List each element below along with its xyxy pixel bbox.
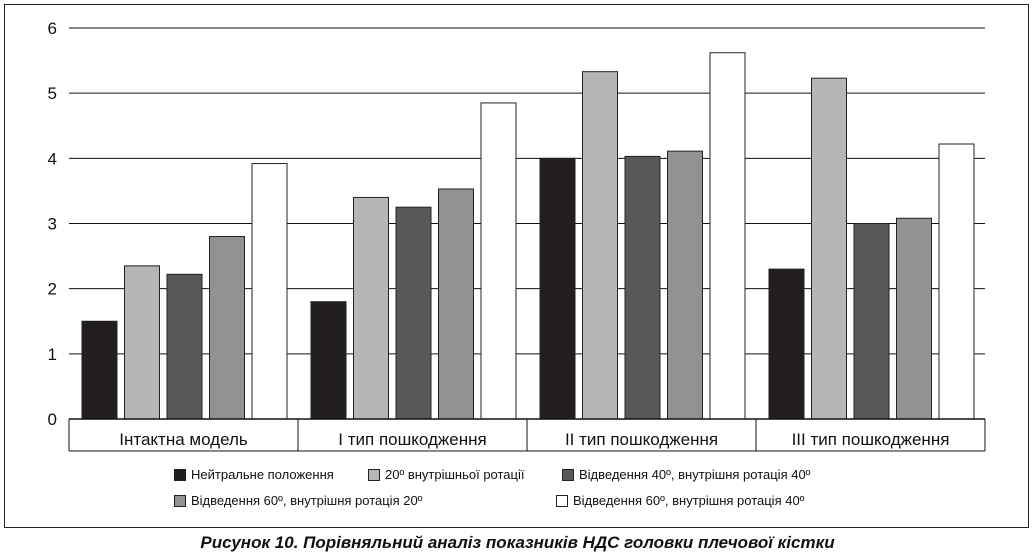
chart-frame — [4, 4, 1029, 528]
legend: Нейтральне положення 20º внутрішньої рот… — [174, 467, 874, 517]
y-tick-label: 2 — [48, 280, 57, 299]
y-tick-label: 4 — [48, 149, 57, 168]
bar — [166, 273, 203, 420]
y-tick-label: 5 — [48, 84, 57, 103]
x-axis: Інтактна модель І тип пошкодження ІІ тип п… — [68, 418, 986, 452]
bar-chart: 0 1 2 3 4 5 6 Інтактна модель І тип пошкодження… — [48, 19, 986, 452]
bar — [768, 268, 805, 420]
x-tick-label: Інтактна модель — [119, 430, 248, 449]
x-tick-label: ІІ тип пошкодження — [565, 430, 718, 449]
legend-swatch — [556, 494, 568, 507]
legend-item-neutral: Нейтральне положення — [174, 467, 334, 482]
x-tick-label: І тип пошкодження — [338, 430, 486, 449]
bar — [853, 223, 890, 420]
legend-swatch — [368, 468, 380, 481]
bar — [709, 52, 746, 420]
bar — [624, 155, 661, 420]
legend-item-abduction-60-rotation-20: Відведення 60º, внутрішня ротація 20º — [174, 493, 422, 508]
bars — [81, 52, 975, 420]
bar — [353, 196, 389, 420]
legend-label: Відведення 60º, внутрішня ротація 40º — [573, 493, 805, 508]
y-tick-label: 6 — [48, 19, 57, 38]
bar — [667, 150, 703, 420]
y-tick-label: 0 — [48, 410, 57, 429]
legend-swatch — [174, 494, 186, 507]
bar — [251, 163, 288, 420]
bar — [539, 157, 576, 420]
bar — [310, 301, 347, 420]
bar — [582, 71, 618, 420]
legend-swatch — [174, 468, 186, 481]
legend-label: Відведення 40º, внутрішня ротація 40º — [579, 467, 811, 482]
bar — [480, 102, 517, 420]
bar — [395, 206, 432, 420]
legend-item-rotation-20: 20º внутрішньої ротації — [368, 467, 524, 482]
legend-label: 20º внутрішньої ротації — [385, 467, 525, 482]
bar — [209, 236, 245, 420]
y-tick-label: 1 — [48, 345, 57, 364]
bar — [938, 143, 975, 420]
legend-label: Відведення 60º, внутрішня ротація 20º — [191, 493, 423, 508]
grid-lines — [69, 27, 985, 355]
x-tick-label: ІІІ тип пошкодження — [792, 430, 950, 449]
legend-item-abduction-40-rotation-40: Відведення 40º, внутрішня ротація 40º — [562, 467, 810, 482]
legend-label: Нейтральне положення — [191, 467, 334, 482]
bar — [896, 217, 932, 420]
legend-item-abduction-60-rotation-40: Відведення 60º, внутрішня ротація 40º — [556, 493, 804, 508]
y-tick-label: 3 — [48, 215, 57, 234]
bar — [124, 265, 160, 420]
bar — [81, 320, 118, 420]
bar — [811, 77, 847, 420]
legend-swatch — [562, 468, 574, 481]
y-axis-ticks: 0 1 2 3 4 5 6 — [48, 19, 57, 429]
bar — [438, 188, 474, 420]
figure-caption: Рисунок 10. Порівняльний аналіз показник… — [200, 533, 835, 552]
